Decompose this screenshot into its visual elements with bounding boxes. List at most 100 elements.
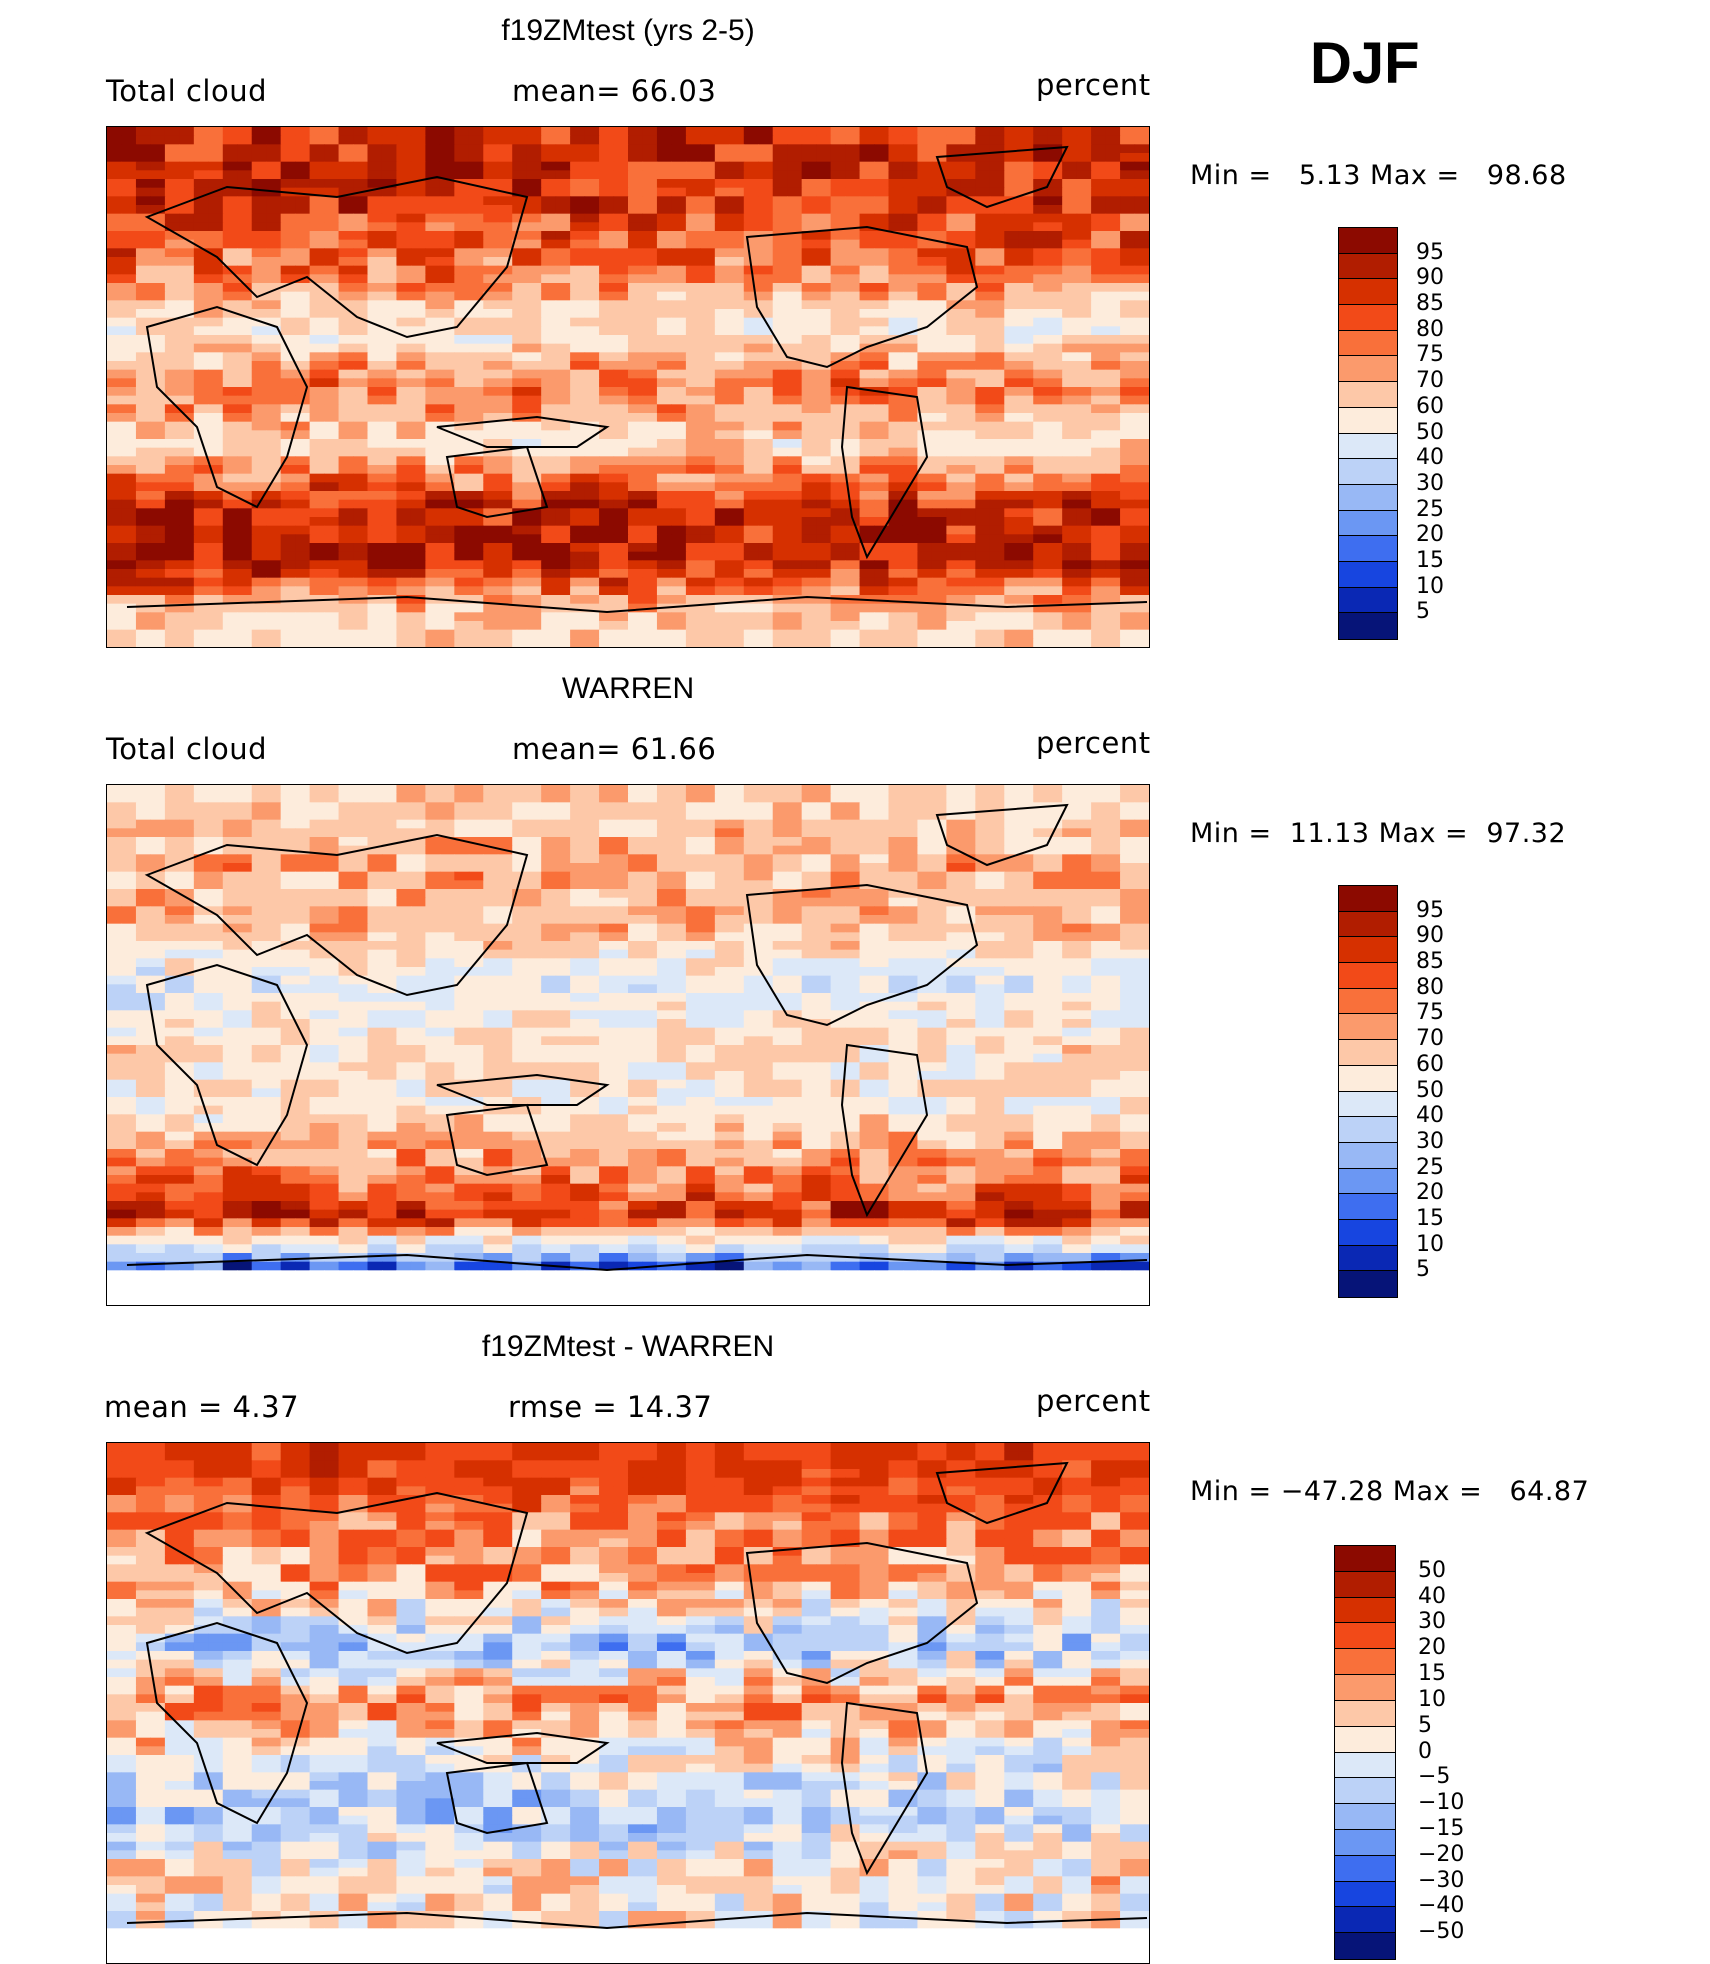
map-cell	[150, 326, 165, 335]
map-cell	[281, 422, 296, 431]
map-cell	[787, 300, 802, 309]
map-cell	[498, 854, 513, 863]
map-cell	[773, 508, 788, 517]
map-cell	[657, 508, 672, 517]
map-cell	[917, 222, 932, 231]
map-cell	[773, 214, 788, 223]
map-cell	[946, 543, 961, 552]
map-cell	[860, 785, 875, 794]
panel-title: f19ZMtest (yrs 2-5)	[501, 14, 754, 48]
map-cell	[425, 196, 440, 205]
map-cell	[295, 465, 310, 474]
map-cell	[831, 560, 846, 569]
map-cell	[483, 500, 498, 509]
map-cell	[353, 543, 368, 552]
map-cell	[223, 248, 238, 257]
map-cell	[1033, 621, 1048, 630]
map-cell	[150, 404, 165, 413]
map-cell	[874, 240, 889, 249]
map-cell	[107, 352, 122, 361]
map-cell	[657, 586, 672, 595]
map-cell	[440, 794, 455, 803]
map-cell	[614, 153, 629, 162]
map-cell	[990, 344, 1005, 353]
map-cell	[223, 214, 238, 223]
map-cell	[961, 500, 976, 509]
map-cell	[469, 231, 484, 240]
map-cell	[382, 404, 397, 413]
map-cell	[1004, 500, 1019, 509]
map-cell	[396, 474, 411, 483]
map-cell	[281, 387, 296, 396]
map-cell	[686, 231, 701, 240]
map-cell	[787, 517, 802, 526]
map-cell	[310, 396, 325, 405]
map-cell	[975, 300, 990, 309]
map-cell	[498, 811, 513, 820]
map-cell	[946, 196, 961, 205]
map-cell	[657, 196, 672, 205]
map-cell	[715, 248, 730, 257]
map-cell	[845, 248, 860, 257]
map-cell	[686, 326, 701, 335]
map-cell	[657, 222, 672, 231]
map-cell	[1004, 300, 1019, 309]
map-cell	[1120, 543, 1135, 552]
map-cell	[570, 370, 585, 379]
map-cell	[700, 283, 715, 292]
map-cell	[845, 465, 860, 474]
map-cell	[252, 361, 267, 370]
map-cell	[339, 222, 354, 231]
map-cell	[889, 404, 904, 413]
map-cell	[961, 820, 976, 829]
map-cell	[165, 222, 180, 231]
map-cell	[845, 560, 860, 569]
map-cell	[889, 543, 904, 552]
map-cell	[382, 794, 397, 803]
map-cell	[382, 630, 397, 639]
map-cell	[121, 326, 136, 335]
map-cell	[657, 352, 672, 361]
map-cell	[1019, 413, 1034, 422]
map-cell	[512, 404, 527, 413]
map-cell	[498, 196, 513, 205]
map-cell	[642, 153, 657, 162]
map-cell	[368, 630, 383, 639]
map-cell	[223, 430, 238, 439]
map-cell	[266, 543, 281, 552]
map-cell	[903, 240, 918, 249]
map-cell	[585, 396, 600, 405]
map-cell	[368, 586, 383, 595]
map-plot	[106, 784, 1150, 1306]
map-cell	[874, 430, 889, 439]
map-cell	[382, 820, 397, 829]
map-cell	[208, 526, 223, 535]
map-cell	[454, 552, 469, 561]
map-cell	[642, 794, 657, 803]
map-cell	[353, 604, 368, 613]
map-cell	[932, 370, 947, 379]
map-cell	[411, 604, 426, 613]
map-cell	[729, 534, 744, 543]
map-cell	[831, 153, 846, 162]
map-cell	[483, 326, 498, 335]
map-cell	[860, 335, 875, 344]
map-cell	[1004, 465, 1019, 474]
map-cell	[686, 335, 701, 344]
map-cell	[845, 300, 860, 309]
map-cell	[179, 144, 194, 153]
map-cell	[1135, 811, 1149, 820]
map-cell	[339, 248, 354, 257]
map-cell	[527, 335, 542, 344]
map-cell	[1106, 162, 1121, 171]
map-cell	[932, 543, 947, 552]
map-cell	[758, 491, 773, 500]
map-cell	[570, 144, 585, 153]
map-cell	[628, 344, 643, 353]
map-cell	[483, 396, 498, 405]
map-cell	[527, 828, 542, 837]
map-cell	[729, 231, 744, 240]
map-cell	[208, 361, 223, 370]
map-cell	[946, 491, 961, 500]
map-cell	[165, 422, 180, 431]
